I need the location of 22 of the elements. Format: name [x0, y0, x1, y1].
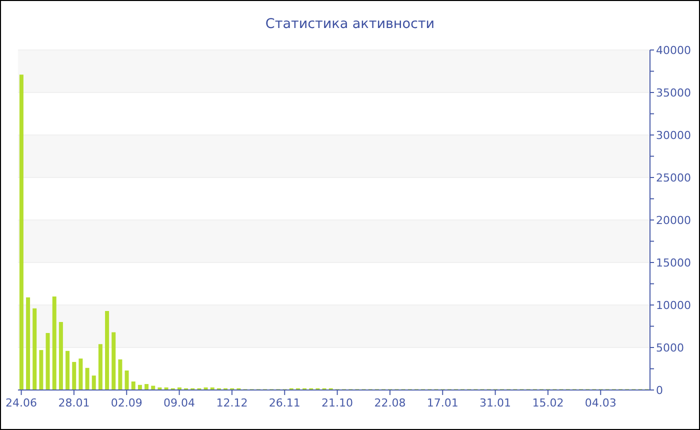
x-tick-label: 28.01 — [58, 396, 90, 410]
y-tick-label: 25000 — [656, 171, 691, 184]
y-tick-label: 10000 — [656, 298, 691, 312]
y-tick-label: 40000 — [656, 44, 691, 57]
x-tick-label: 31.01 — [480, 396, 512, 410]
x-tick-label: 04.03 — [584, 396, 616, 410]
x-tick-label: 15.02 — [532, 396, 564, 410]
y-tick-label: 15000 — [656, 256, 691, 270]
x-tick-label: 09.04 — [164, 396, 196, 410]
x-tick-label: 26.11 — [268, 396, 300, 410]
chart-title: Статистика активности — [264, 16, 436, 32]
x-tick-label: 12.12 — [216, 396, 248, 410]
x-tick-label: 21.10 — [322, 396, 354, 410]
y-tick-label: 35000 — [656, 86, 691, 100]
x-tick-label: 24.06 — [6, 396, 38, 410]
x-tick-label: 02.09 — [110, 396, 142, 410]
x-tick-label: 22.08 — [374, 396, 406, 410]
x-tick-label: 17.01 — [426, 396, 458, 410]
y-tick-label: 20000 — [656, 214, 691, 227]
y-tick-label: 5000 — [656, 341, 684, 354]
y-tick-label: 30000 — [656, 128, 691, 142]
y-tick-label: 0 — [656, 384, 663, 397]
